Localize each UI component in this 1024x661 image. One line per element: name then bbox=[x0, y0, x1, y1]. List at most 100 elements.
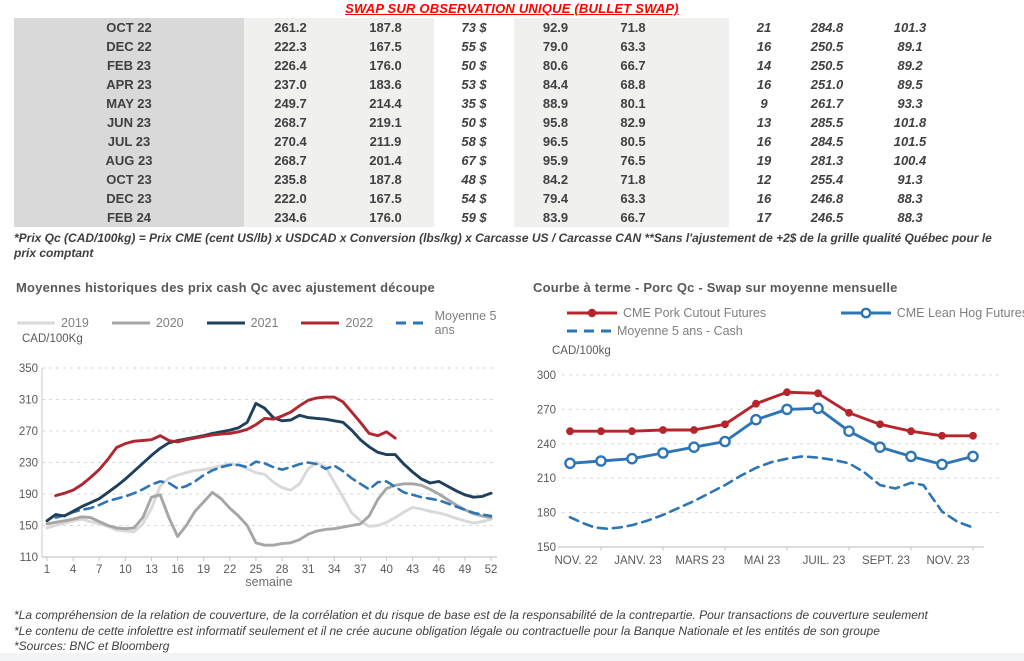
spacer-cell bbox=[669, 94, 729, 113]
legend-line-sample bbox=[567, 308, 617, 318]
month-cell: MAY 23 bbox=[14, 94, 244, 113]
spacer-cell bbox=[965, 170, 994, 189]
legend-label: 2022 bbox=[345, 316, 374, 330]
value-cell: 16 bbox=[756, 134, 772, 149]
value-cell: 71.8 bbox=[597, 18, 669, 37]
table-row: MAY 23 249.7 214.4 35 $ 88.9 80.1 9 261.7 93.3 bbox=[14, 94, 994, 113]
spacer-cell bbox=[669, 75, 729, 94]
svg-text:180: 180 bbox=[537, 508, 556, 520]
value-cell: 48 $ bbox=[461, 172, 487, 187]
legend-line-sample bbox=[206, 321, 245, 325]
svg-text:1: 1 bbox=[44, 564, 50, 576]
table-row: OCT 23 235.8 187.8 48 $ 84.2 71.8 12 255.4 91.3 bbox=[14, 170, 994, 189]
svg-text:300: 300 bbox=[537, 370, 556, 382]
value-cell: 268.7 bbox=[244, 151, 337, 170]
table-row: DEC 23 222.0 167.5 54 $ 79.4 63.3 16 246.8 88.3 bbox=[14, 189, 994, 208]
svg-text:semaine: semaine bbox=[245, 575, 292, 589]
svg-text:43: 43 bbox=[406, 564, 419, 576]
spacer-cell bbox=[965, 208, 994, 227]
value-cell: 88.9 bbox=[514, 94, 597, 113]
page-bottom-band bbox=[0, 653, 1024, 661]
left-chart-legend: 2019 2020 2021 2022 Moyenne 5 ans bbox=[16, 309, 508, 337]
svg-text:MARS 23: MARS 23 bbox=[675, 555, 724, 567]
svg-text:150: 150 bbox=[19, 521, 38, 533]
value-cell: 19 bbox=[756, 153, 772, 168]
spacer-cell bbox=[669, 37, 729, 56]
legend-item: 2022 bbox=[300, 316, 373, 330]
value-cell: 255.4 bbox=[810, 172, 844, 187]
spacer-cell bbox=[965, 132, 994, 151]
month-cell: JUN 23 bbox=[14, 113, 244, 132]
value-cell: 176.0 bbox=[337, 56, 434, 75]
svg-text:240: 240 bbox=[537, 439, 556, 451]
svg-text:NOV. 23: NOV. 23 bbox=[926, 555, 969, 567]
value-cell: 222.3 bbox=[244, 37, 337, 56]
value-cell: 268.7 bbox=[244, 113, 337, 132]
legend-label: Moyenne 5 ans bbox=[434, 309, 497, 337]
value-cell: 50 $ bbox=[461, 58, 487, 73]
svg-text:MAI 23: MAI 23 bbox=[744, 555, 780, 567]
value-cell: 55 $ bbox=[461, 39, 487, 54]
table-row: OCT 22 261.2 187.8 73 $ 92.9 71.8 21 284.8 101.3 bbox=[14, 18, 994, 37]
spacer-cell bbox=[965, 56, 994, 75]
svg-text:22: 22 bbox=[223, 564, 236, 576]
svg-text:37: 37 bbox=[354, 564, 367, 576]
value-cell: 21 bbox=[756, 20, 772, 35]
value-cell: 250.5 bbox=[810, 39, 844, 54]
legend-line-sample bbox=[840, 307, 891, 319]
legend-item: Moyenne 5 ans - Cash bbox=[566, 324, 743, 338]
svg-text:7: 7 bbox=[96, 564, 102, 576]
legend-item: 2019 bbox=[16, 316, 89, 330]
swap-table-body: OCT 22 261.2 187.8 73 $92.9 71.8 21 284.8 101.3… bbox=[14, 18, 994, 227]
disclaimer-footnotes: *La compréhension de la relation de couv… bbox=[14, 608, 1016, 655]
value-cell: 89.2 bbox=[897, 58, 923, 73]
legend-line-sample bbox=[301, 321, 340, 325]
value-cell: 251.0 bbox=[810, 77, 844, 92]
value-cell: 83.9 bbox=[514, 208, 597, 227]
month-cell: OCT 22 bbox=[14, 18, 244, 37]
value-cell: 167.5 bbox=[337, 37, 434, 56]
value-cell: 66.7 bbox=[597, 56, 669, 75]
svg-text:SEPT. 23: SEPT. 23 bbox=[862, 555, 910, 567]
value-cell: 68.8 bbox=[597, 75, 669, 94]
spacer-cell bbox=[669, 170, 729, 189]
svg-text:49: 49 bbox=[458, 564, 471, 576]
svg-text:13: 13 bbox=[145, 564, 158, 576]
spacer-cell bbox=[669, 208, 729, 227]
svg-text:270: 270 bbox=[19, 426, 38, 438]
svg-text:JUIL. 23: JUIL. 23 bbox=[803, 555, 846, 567]
spacer-cell bbox=[965, 75, 994, 94]
left-chart-title: Moyennes historiques des prix cash Qc av… bbox=[16, 280, 435, 295]
month-cell: DEC 23 bbox=[14, 189, 244, 208]
svg-text:230: 230 bbox=[19, 458, 38, 470]
svg-text:190: 190 bbox=[19, 489, 38, 501]
spacer-cell bbox=[965, 189, 994, 208]
svg-text:52: 52 bbox=[485, 564, 498, 576]
value-cell: 246.5 bbox=[810, 210, 844, 225]
value-cell: 88.3 bbox=[897, 191, 923, 206]
value-cell: 84.2 bbox=[514, 170, 597, 189]
spacer-cell bbox=[965, 151, 994, 170]
right-chart-legend-row1: CME Pork Cutout Futures CME Lean Hog Futu… bbox=[540, 306, 1024, 320]
right-chart-plot: 150 180 210 240 270 300 NOV. 22 JANV. 23 MARS 23… bbox=[537, 370, 1002, 567]
legend-line-sample bbox=[396, 321, 430, 325]
value-cell: 73 $ bbox=[461, 20, 487, 35]
value-cell: 91.3 bbox=[897, 172, 923, 187]
value-cell: 187.8 bbox=[337, 18, 434, 37]
svg-text:10: 10 bbox=[119, 564, 132, 576]
month-cell: FEB 23 bbox=[14, 56, 244, 75]
value-cell: 249.7 bbox=[244, 94, 337, 113]
value-cell: 89.1 bbox=[897, 39, 923, 54]
legend-item: Moyenne 5 ans bbox=[395, 309, 508, 337]
value-cell: 214.4 bbox=[337, 94, 434, 113]
right-chart-title: Courbe à terme - Porc Qc - Swap sur moye… bbox=[533, 280, 898, 295]
month-cell: OCT 23 bbox=[14, 170, 244, 189]
value-cell: 89.5 bbox=[897, 77, 923, 92]
table-row: JUN 23 268.7 219.1 50 $ 95.8 82.9 13 285.5 101.8 bbox=[14, 113, 994, 132]
table-footnote: *Prix Qc (CAD/100kg) = Prix CME (cent US… bbox=[14, 231, 992, 260]
page-title: SWAP SUR OBSERVATION UNIQUE (BULLET SWAP… bbox=[345, 1, 679, 16]
value-cell: 63.3 bbox=[597, 189, 669, 208]
table-row: APR 23 237.0 183.6 53 $ 84.4 68.8 16 251.0 89.5 bbox=[14, 75, 994, 94]
legend-item: CME Lean Hog Futures bbox=[840, 306, 1024, 320]
svg-text:19: 19 bbox=[197, 564, 210, 576]
